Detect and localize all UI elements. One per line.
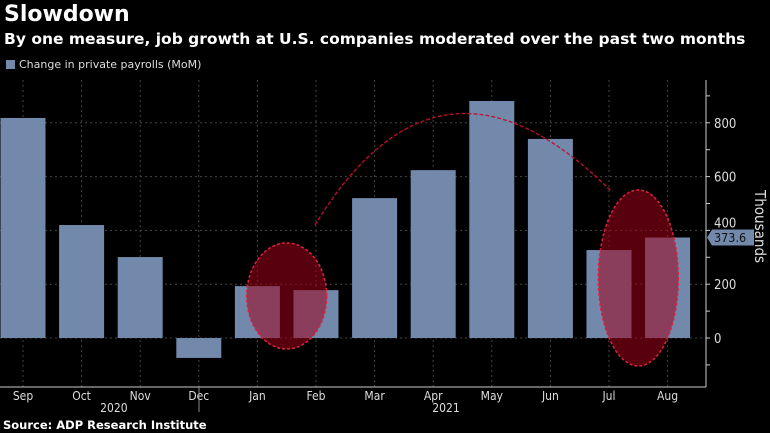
bar-sep [0, 117, 46, 339]
x-tick-label: Jun [541, 389, 559, 403]
x-tick-label: Sep [13, 389, 34, 403]
bar-mar [352, 198, 398, 339]
annotation-ellipse-jul-aug [597, 189, 680, 367]
y-tick-label: 0 [714, 332, 721, 347]
annotation-arc [314, 113, 613, 226]
chart-subtitle: By one measure, job growth at U.S. compa… [4, 30, 746, 48]
x-tick-label: Aug [657, 389, 678, 403]
x-tick-label: Feb [306, 389, 325, 403]
x-tick-label: Oct [72, 389, 91, 403]
y-tick-label: 600 [714, 171, 736, 186]
y-tick-label: 400 [714, 216, 736, 231]
x-tick-label: May [481, 389, 504, 403]
x-tick-label: Jan [248, 389, 266, 403]
bar-oct [59, 225, 105, 339]
x-tick-label: Mar [364, 389, 385, 403]
legend-swatch [6, 60, 15, 69]
y-tick-label: 200 [714, 278, 736, 293]
x-tick-label: Apr [424, 389, 443, 403]
bar-nov [117, 257, 163, 339]
bar-jun [527, 138, 573, 339]
year-label-2020: 2020 [100, 401, 128, 415]
y-tick-label: 800 [714, 117, 736, 132]
x-tick-label: Jul [601, 389, 615, 403]
source-note: Source: ADP Research Institute [3, 418, 207, 432]
bar-dec [176, 338, 222, 358]
bar-apr [410, 170, 456, 339]
x-tick-label: Nov [130, 389, 152, 403]
annotation-ellipse-jan-feb [245, 242, 328, 350]
chart-title: Slowdown [4, 2, 130, 27]
legend: Change in private payrolls (MoM) [6, 58, 201, 71]
legend-label: Change in private payrolls (MoM) [19, 58, 202, 71]
last-value-badge [707, 229, 754, 246]
bar-may [469, 100, 515, 339]
year-label-2021: 2021 [432, 401, 459, 415]
y-axis-label: Thousands [751, 189, 769, 263]
last-value-label: 373.6 [714, 230, 746, 245]
